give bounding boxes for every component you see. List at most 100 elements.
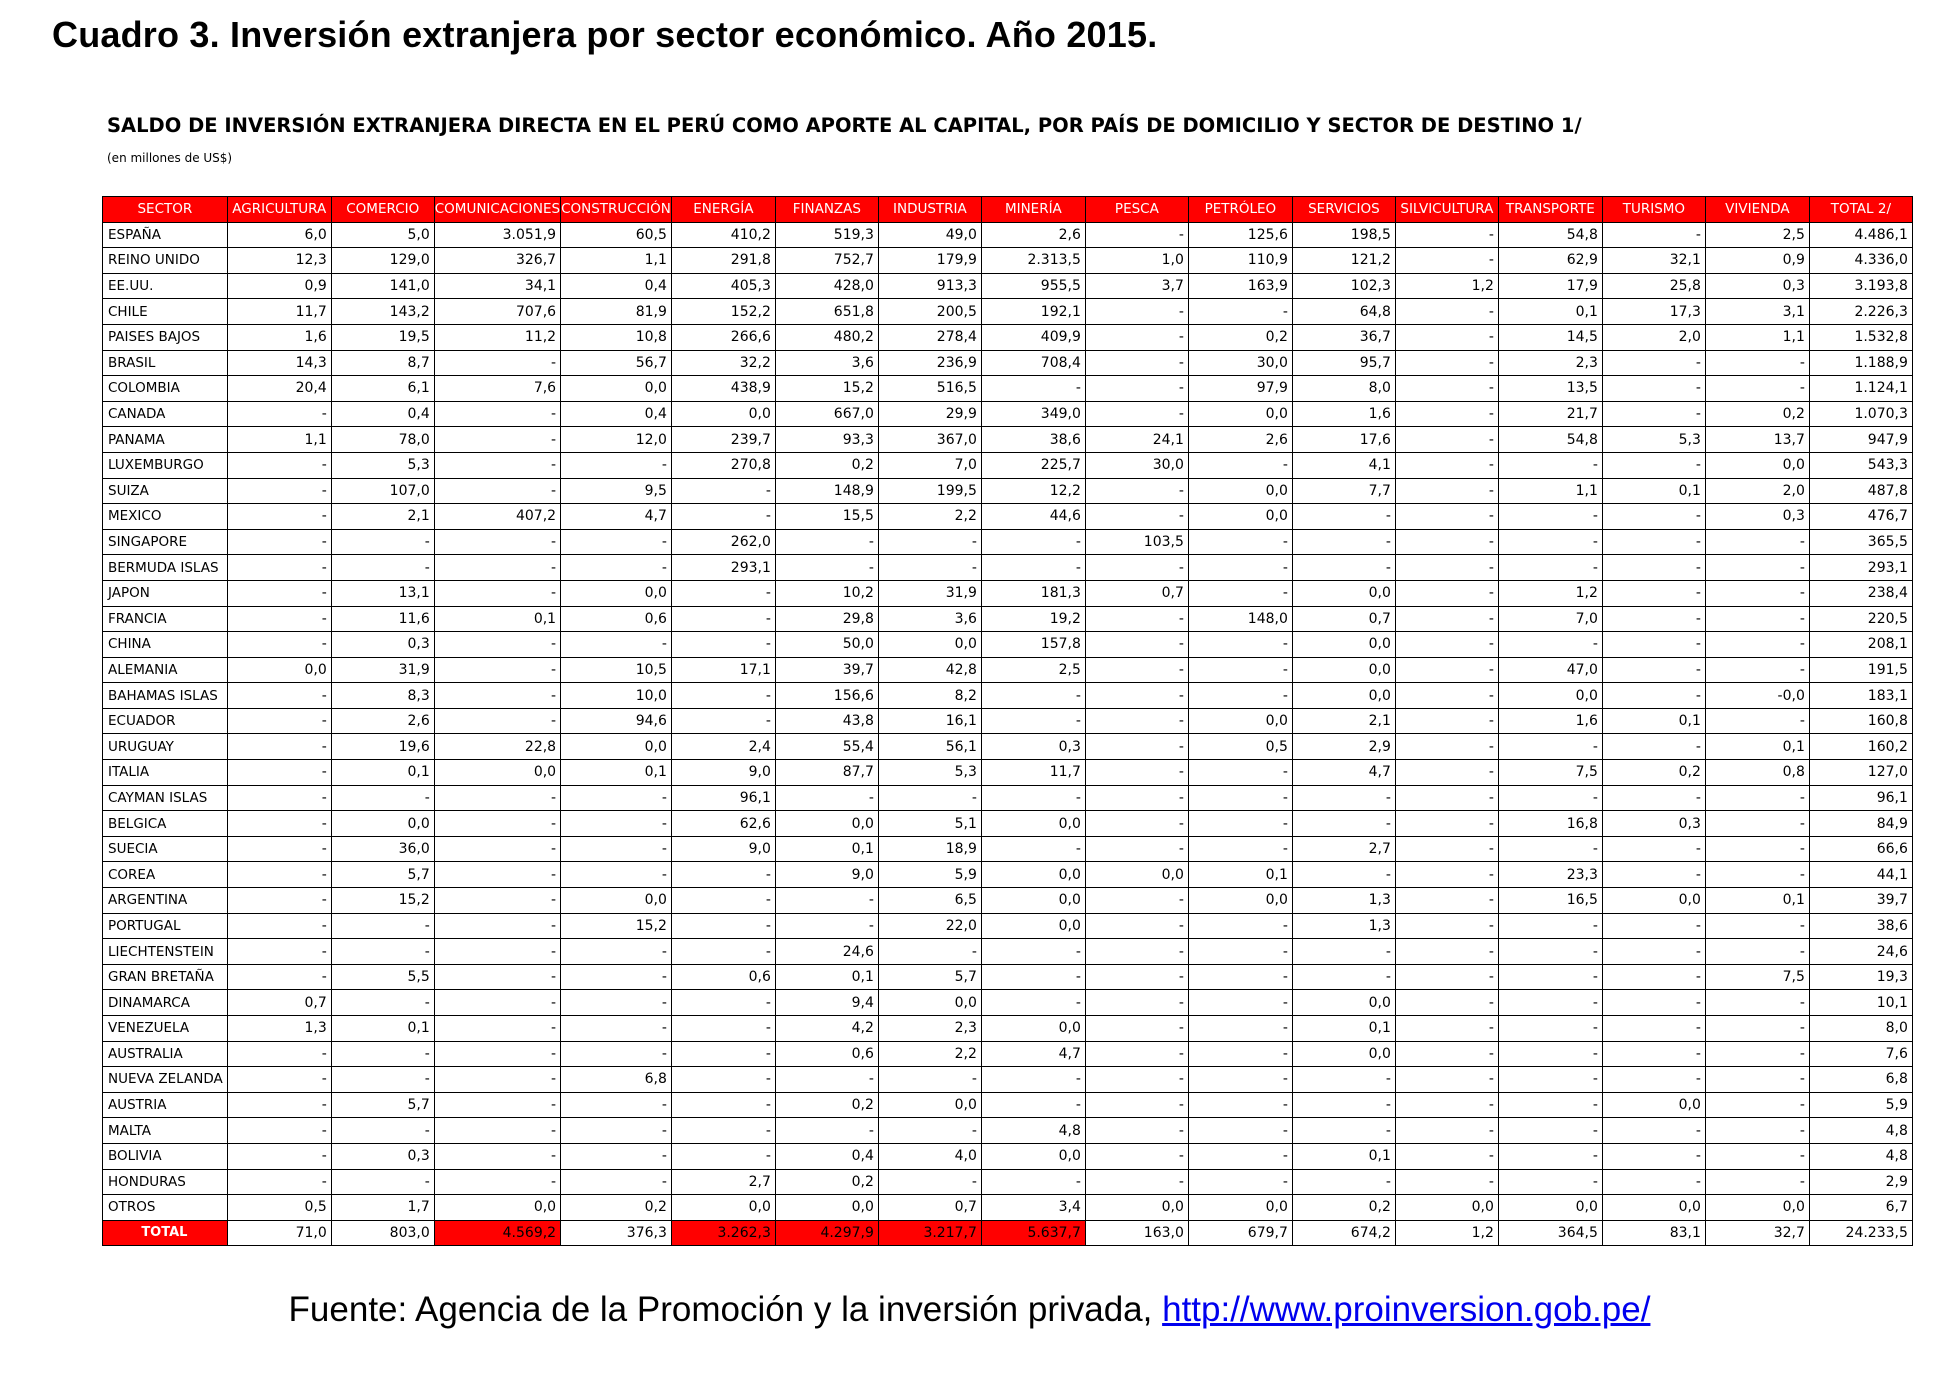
value-cell: - xyxy=(433,528,562,556)
value-cell: 0,0 xyxy=(226,656,332,684)
value-cell: 4,7 xyxy=(1291,759,1396,786)
value-cell: 4.336,0 xyxy=(1808,247,1913,274)
value-cell: 0,0 xyxy=(433,1194,562,1221)
value-cell: - xyxy=(560,1168,672,1196)
table-row: MEXICO -2,1 407,2 4,7-15,5 2,2 44,6-0,0- - - -0,… xyxy=(102,503,1913,530)
value-cell: 22,8 xyxy=(433,733,562,761)
value-cell: - xyxy=(433,631,562,658)
country-cell: LUXEMBURGO xyxy=(102,451,228,479)
value-cell: - xyxy=(226,1066,332,1093)
value-cell: - xyxy=(1187,1091,1293,1119)
value-cell: - xyxy=(1601,528,1706,556)
value-cell: 667,0 xyxy=(774,400,879,428)
value-cell: 11,6 xyxy=(330,605,435,633)
value-cell: - xyxy=(1084,1091,1189,1119)
value-cell: 19,5 xyxy=(330,323,435,351)
value-cell: 54,8 xyxy=(1497,426,1603,453)
country-cell: HONDURAS xyxy=(102,1168,228,1196)
value-cell: - xyxy=(226,579,332,607)
value-cell: 3,6 xyxy=(774,349,879,377)
value-cell: 84,9 xyxy=(1808,810,1913,837)
value-cell: - xyxy=(1394,605,1499,633)
value-cell: 7,6 xyxy=(1808,1040,1913,1068)
value-cell: 0,2 xyxy=(1187,323,1293,351)
value-cell: 15,2 xyxy=(330,887,435,914)
value-cell: 54,8 xyxy=(1497,221,1603,249)
value-cell: - xyxy=(1497,503,1603,530)
value-cell: 12,3 xyxy=(226,247,332,274)
value-cell: 12,0 xyxy=(560,426,672,453)
value-cell: 93,3 xyxy=(774,426,879,453)
value-cell: 39,7 xyxy=(774,656,879,684)
value-cell: - xyxy=(774,784,879,812)
value-cell: 0,0 xyxy=(1084,861,1189,889)
country-cell: ITALIA xyxy=(102,759,228,786)
value-cell: - xyxy=(1704,912,1810,940)
value-cell: - xyxy=(560,835,672,863)
value-cell: 4,8 xyxy=(1808,1142,1913,1170)
value-cell: - xyxy=(980,1091,1086,1119)
value-cell: - xyxy=(226,1091,332,1119)
value-cell: - xyxy=(433,579,562,607)
value-cell: 707,6 xyxy=(433,298,562,325)
value-cell: - xyxy=(226,605,332,633)
value-cell: - xyxy=(226,733,332,761)
value-cell: - xyxy=(1084,656,1189,684)
value-cell: 7,5 xyxy=(1704,963,1810,991)
value-cell: 96,1 xyxy=(670,784,776,812)
value-cell: - xyxy=(1601,375,1706,402)
value-cell: 7,0 xyxy=(1497,605,1603,633)
value-cell: 0,0 xyxy=(1187,400,1293,428)
value-cell: - xyxy=(433,1142,562,1170)
value-cell: - xyxy=(670,503,776,530)
table-row: ECUADOR -2,6-94,6-43,8 16,1- -0,0 2,1-1,6 0,1… xyxy=(102,707,1913,735)
value-cell: 30,0 xyxy=(1084,451,1189,479)
value-cell: 62,6 xyxy=(670,810,776,837)
value-cell: 0,3 xyxy=(980,733,1086,761)
total-value-cell: 679,7 xyxy=(1187,1219,1293,1247)
value-cell: - xyxy=(1497,1040,1603,1068)
country-cell: LIECHTENSTEIN xyxy=(102,938,228,965)
value-cell: - xyxy=(226,503,332,530)
value-cell: 0,9 xyxy=(226,272,332,300)
total-value-cell: 364,5 xyxy=(1497,1219,1603,1247)
value-cell: - xyxy=(1187,1066,1293,1093)
total-value-cell: 5.637,7 xyxy=(980,1219,1086,1247)
total-value-cell: 32,7 xyxy=(1704,1219,1810,1247)
value-cell: - xyxy=(980,1168,1086,1196)
value-cell: 0,0 xyxy=(980,810,1086,837)
country-cell: BRASIL xyxy=(102,349,228,377)
country-cell: ESPAÑA xyxy=(102,221,228,249)
value-cell: 56,1 xyxy=(877,733,982,761)
value-cell: 752,7 xyxy=(774,247,879,274)
value-cell: 179,9 xyxy=(877,247,982,274)
value-cell: - xyxy=(1497,835,1603,863)
value-cell: - xyxy=(1601,1015,1706,1042)
total-value-cell: 803,0 xyxy=(330,1219,435,1247)
value-cell: 0,0 xyxy=(877,631,982,658)
country-cell: PORTUGAL xyxy=(102,912,228,940)
value-cell: - xyxy=(670,989,776,1016)
value-cell: - xyxy=(1601,784,1706,812)
value-cell: 9,0 xyxy=(670,759,776,786)
value-cell: - xyxy=(560,810,672,837)
column-header: TOTAL 2/ xyxy=(1808,196,1913,223)
value-cell: 0,0 xyxy=(560,887,672,914)
value-cell: - xyxy=(1601,503,1706,530)
value-cell: 2,3 xyxy=(1497,349,1603,377)
value-cell: 476,7 xyxy=(1808,503,1913,530)
value-cell: 0,0 xyxy=(1187,887,1293,914)
value-cell: - xyxy=(877,1066,982,1093)
value-cell: - xyxy=(1084,733,1189,761)
table-row: COLOMBIA 20,4 6,1 7,6 0,0 438,9 15,2 516,5- -97,… xyxy=(102,375,1913,402)
value-cell: 543,3 xyxy=(1808,451,1913,479)
value-cell: 0,1 xyxy=(1601,707,1706,735)
value-cell: - xyxy=(1704,989,1810,1016)
source-link[interactable]: http://www.proinversion.gob.pe/ xyxy=(1162,1290,1651,1329)
value-cell: 24,1 xyxy=(1084,426,1189,453)
value-cell: - xyxy=(877,1168,982,1196)
value-cell: - xyxy=(1084,682,1189,709)
value-cell: - xyxy=(670,912,776,940)
value-cell: - xyxy=(1394,503,1499,530)
table-row: BOLIVIA -0,3- - -0,4 4,0 0,0- -0,1- - - -4,8 xyxy=(102,1142,1913,1170)
